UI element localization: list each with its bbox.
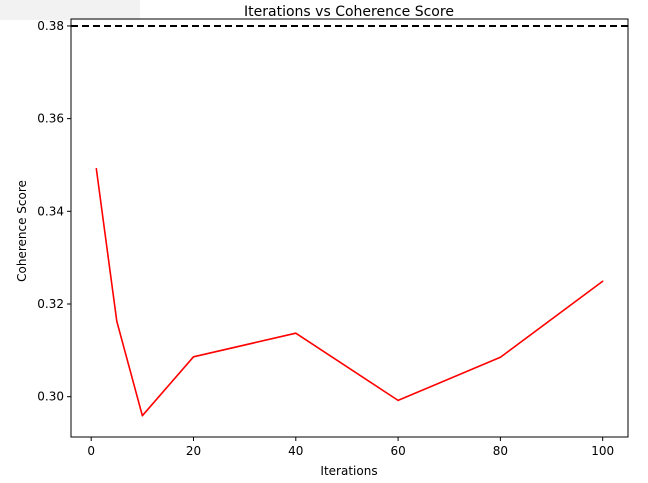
data-point (499, 356, 502, 359)
data-point (294, 332, 297, 334)
x-tick-label: 0 (87, 444, 95, 458)
plot-frame (70, 18, 629, 438)
x-tick-label: 60 (390, 444, 405, 458)
data-point (192, 356, 195, 358)
y-tick-label: 0.38 (37, 19, 64, 33)
series-line-0 (95, 168, 604, 417)
x-axis-title: Iterations (320, 464, 377, 478)
x-tick-label: 40 (288, 444, 303, 458)
x-tick-label: 80 (493, 444, 508, 458)
chart-title: Iterations vs Coherence Score (244, 4, 454, 20)
y-tick-label: 0.32 (37, 297, 64, 311)
top-left-badge (0, 0, 140, 20)
y-tick-label: 0.30 (37, 390, 64, 404)
y-axis-title: Coherence Score (15, 180, 29, 282)
data-point (601, 280, 604, 283)
data-point (397, 399, 399, 402)
data-point (115, 320, 118, 322)
x-tick-label: 20 (186, 444, 201, 458)
data-point (95, 167, 98, 170)
data-point (141, 414, 144, 417)
y-tick-label: 0.34 (37, 204, 64, 218)
x-tick-label: 100 (591, 444, 614, 458)
y-tick-label: 0.36 (37, 112, 64, 126)
